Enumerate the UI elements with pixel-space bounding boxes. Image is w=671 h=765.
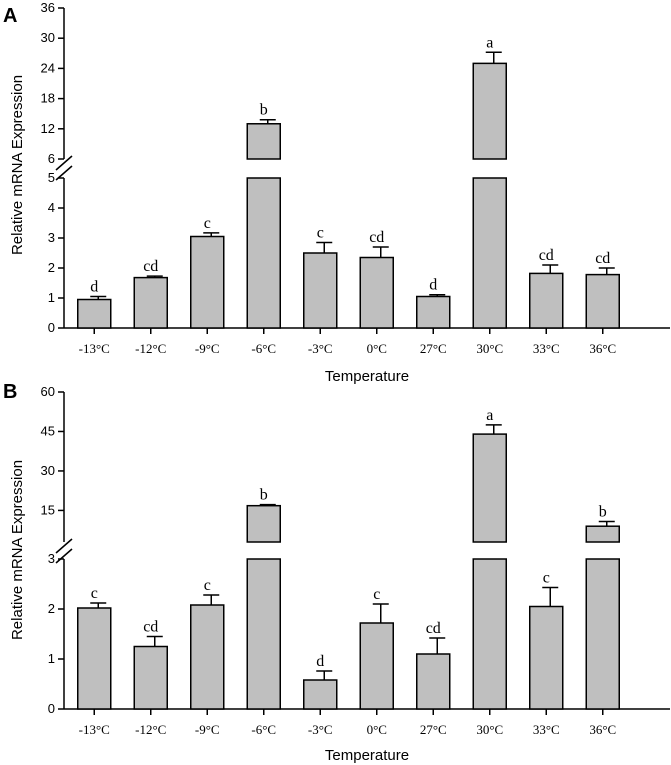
panel-b-y-tick-label: 0 <box>48 701 55 716</box>
panel-b-x-tick-label: 33°C <box>533 722 560 737</box>
panel-b-y-tick-label: 15 <box>41 502 55 517</box>
panel-a-y-tick-label: 12 <box>41 121 55 136</box>
panel-b-significance-label: c <box>543 570 550 587</box>
panel-a-x-tick-label: -12°C <box>135 341 166 356</box>
panel-a-significance-label: d <box>90 279 98 296</box>
panel-b-y-tick-label: 2 <box>48 601 55 616</box>
panel-b-x-tick-label: 36°C <box>589 722 616 737</box>
panel-a-y-tick-label: 1 <box>48 290 55 305</box>
panel-a: A Relative mRNA Expression Temperature 0… <box>3 0 670 385</box>
panel-b-bar-lower-segment <box>472 558 507 710</box>
panel-b-letter: B <box>3 381 17 403</box>
panel-b-significance-label: cd <box>143 619 158 636</box>
panel-b-marks: 0 1 2 3 15 30 45 60 c -13°C cd -12°C c -9°C b -6°C d -3°C… <box>41 384 670 737</box>
panel-b-significance-label: b <box>599 503 607 520</box>
panel-a-bar <box>303 252 338 329</box>
panel-b-bar-lower-segment <box>246 558 281 710</box>
panel-a-x-tick-label: 36°C <box>589 341 616 356</box>
panel-b: B Relative mRNA Expression Temperature 0… <box>3 381 670 764</box>
panel-b-bar <box>190 604 225 710</box>
panel-a-y-tick-label: 5 <box>48 170 55 185</box>
panel-b-axis-break-mark <box>55 548 73 564</box>
panel-a-bar <box>246 123 281 160</box>
panel-a-y-tick-label: 24 <box>41 60 55 75</box>
panel-b-x-tick-label: 0°C <box>367 722 387 737</box>
panel-a-letter: A <box>3 5 17 27</box>
panel-a-x-tick-label: 0°C <box>367 341 387 356</box>
panel-a-y-axis-title: Relative mRNA Expression <box>9 75 26 255</box>
panel-a-x-tick-label: 27°C <box>420 341 447 356</box>
panel-b-bar <box>472 433 507 543</box>
panel-b-bar <box>303 679 338 710</box>
panel-b-significance-label: a <box>486 407 493 424</box>
panel-a-bar <box>472 62 507 160</box>
panel-b-significance-label: cd <box>426 620 441 637</box>
panel-b-significance-label: c <box>373 586 380 603</box>
panel-b-x-tick-label: -3°C <box>308 722 333 737</box>
panel-b-x-tick-label: -9°C <box>195 722 220 737</box>
panel-b-y-tick-label: 3 <box>48 551 55 566</box>
panel-a-bar <box>77 298 112 329</box>
panel-a-x-tick-label: 33°C <box>533 341 560 356</box>
panel-b-bar <box>77 607 112 710</box>
panel-b-significance-label: b <box>260 487 268 504</box>
panel-a-y-tick-label: 30 <box>41 30 55 45</box>
panel-b-significance-label: d <box>316 653 324 670</box>
panel-a-x-tick-label: 30°C <box>476 341 503 356</box>
panel-b-bar <box>585 525 620 543</box>
panel-a-bar <box>133 276 168 329</box>
panel-a-significance-label: cd <box>369 229 384 246</box>
panel-a-x-axis-title: Temperature <box>325 368 409 385</box>
panel-a-bar <box>359 256 394 329</box>
panel-a-bar-lower-segment <box>472 177 507 329</box>
panel-a-bar <box>190 235 225 329</box>
panel-a-y-tick-label: 4 <box>48 200 55 215</box>
panel-b-y-tick-label: 30 <box>41 463 55 478</box>
panel-b-x-tick-label: -12°C <box>135 722 166 737</box>
panel-a-x-tick-label: -13°C <box>79 341 110 356</box>
panel-b-bar <box>416 653 451 710</box>
panel-a-y-tick-label: 6 <box>48 151 55 166</box>
panel-a-significance-label: d <box>429 277 437 294</box>
panel-a-y-tick-label: 36 <box>41 0 55 15</box>
panel-a-significance-label: c <box>204 215 211 232</box>
panel-a-significance-label: cd <box>143 258 158 275</box>
panel-b-y-tick-label: 1 <box>48 651 55 666</box>
panel-a-bar <box>585 273 620 329</box>
panel-a-bar <box>529 272 564 329</box>
panel-b-y-axis-title: Relative mRNA Expression <box>9 460 26 640</box>
panel-b-y-tick-label: 60 <box>41 384 55 399</box>
panel-a-bar-lower-segment <box>246 177 281 329</box>
panel-b-axis-break-mark <box>55 538 73 554</box>
panel-a-significance-label: c <box>317 225 324 242</box>
panel-a-significance-label: cd <box>539 247 554 264</box>
panel-a-y-tick-label: 18 <box>41 91 55 106</box>
panel-b-y-tick-label: 45 <box>41 423 55 438</box>
panel-b-x-tick-label: 27°C <box>420 722 447 737</box>
panel-a-y-tick-label: 0 <box>48 320 55 335</box>
panel-a-y-tick-label: 3 <box>48 230 55 245</box>
panel-b-x-axis-title: Temperature <box>325 747 409 764</box>
panel-b-bar <box>529 605 564 710</box>
panel-a-significance-label: a <box>486 34 493 51</box>
panel-b-x-tick-label: 30°C <box>476 722 503 737</box>
panel-b-bar <box>246 504 281 543</box>
panel-a-significance-label: b <box>260 102 268 119</box>
panel-b-significance-label: c <box>91 585 98 602</box>
panel-a-significance-label: cd <box>595 250 610 267</box>
panel-b-significance-label: c <box>204 577 211 594</box>
panel-b-x-tick-label: -6°C <box>251 722 276 737</box>
panel-b-bar <box>359 622 394 710</box>
panel-a-axis-break-mark <box>55 155 73 171</box>
panel-b-x-tick-label: -13°C <box>79 722 110 737</box>
panel-a-bar <box>416 295 451 329</box>
panel-a-y-tick-label: 2 <box>48 260 55 275</box>
panel-a-x-tick-label: -9°C <box>195 341 220 356</box>
panel-a-x-tick-label: -3°C <box>308 341 333 356</box>
panel-b-bar <box>133 645 168 710</box>
panel-a-x-tick-label: -6°C <box>251 341 276 356</box>
panel-a-marks: 01234561218243036d-13°Ccd-12°Cc-9°Cb-6°C… <box>41 0 670 356</box>
panel-b-bar-lower-segment <box>585 558 620 710</box>
